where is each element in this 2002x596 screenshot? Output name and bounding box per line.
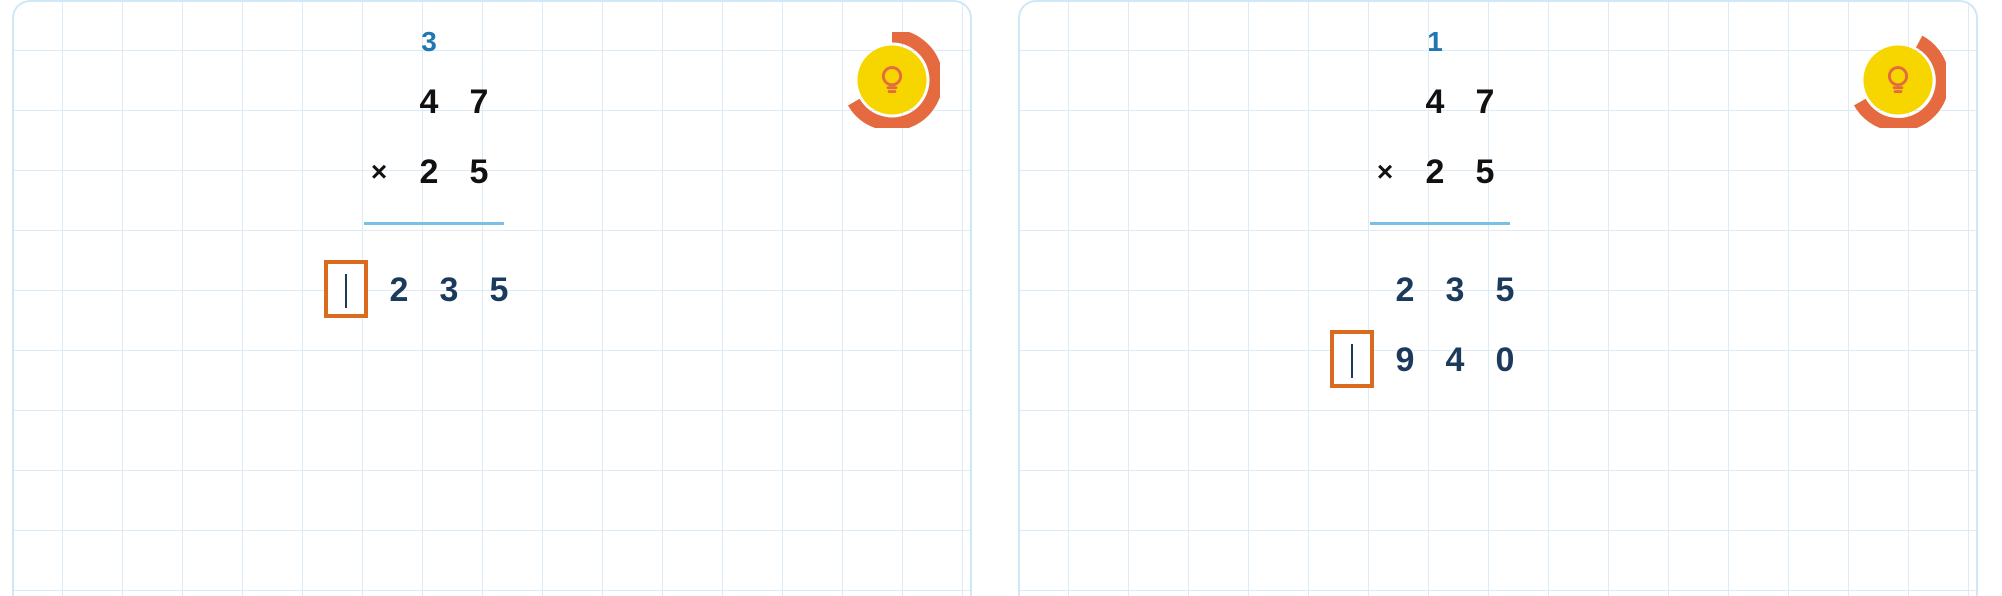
carry-digit: 3 <box>404 12 454 72</box>
top-tens: 4 <box>404 72 454 132</box>
hint-badge[interactable] <box>844 32 940 128</box>
p1-tens: 3 <box>1430 260 1480 320</box>
carry-digit: 1 <box>1410 12 1460 72</box>
times-sign: × <box>354 142 404 202</box>
rule-line <box>364 222 504 225</box>
text-caret <box>345 274 347 308</box>
text-caret <box>1351 344 1353 378</box>
top-ones: 7 <box>454 72 504 132</box>
p2-ones: 0 <box>1480 330 1530 390</box>
rule-line <box>1370 222 1510 225</box>
p2-tens: 4 <box>1430 330 1480 390</box>
answer-input[interactable] <box>324 260 368 318</box>
p1-hundreds: 2 <box>374 260 424 320</box>
bottom-tens: 2 <box>1410 142 1460 202</box>
panel-left: 3 4 7 × 2 5 2 3 5 <box>12 0 972 596</box>
times-sign: × <box>1360 142 1410 202</box>
hint-badge[interactable] <box>1850 32 1946 128</box>
top-tens: 4 <box>1410 72 1460 132</box>
bottom-ones: 5 <box>1460 142 1510 202</box>
answer-input[interactable] <box>1330 330 1374 388</box>
bottom-ones: 5 <box>454 142 504 202</box>
p1-ones: 5 <box>1480 260 1530 320</box>
panel-right: 1 4 7 × 2 5 2 3 5 9 4 0 <box>1018 0 1978 596</box>
top-ones: 7 <box>1460 72 1510 132</box>
p1-tens: 3 <box>424 260 474 320</box>
bottom-tens: 2 <box>404 142 454 202</box>
p1-ones: 5 <box>474 260 524 320</box>
p2-hundreds: 9 <box>1380 330 1430 390</box>
p1-hundreds: 2 <box>1380 260 1430 320</box>
